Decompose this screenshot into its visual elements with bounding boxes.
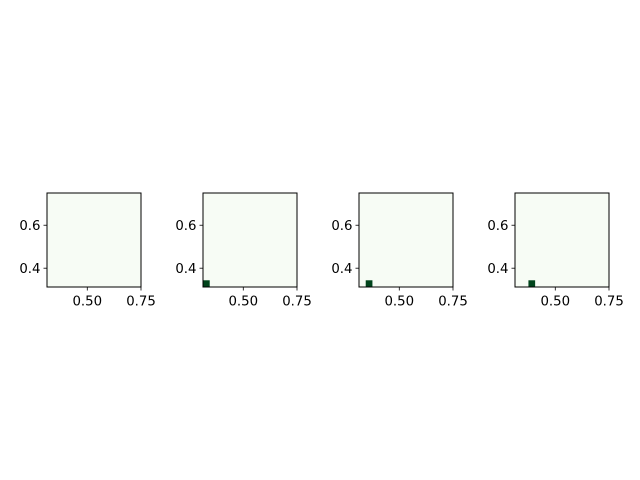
axes-frame <box>514 192 610 288</box>
y-tick-label: 0.4 <box>331 262 352 277</box>
x-tick-label: 0.75 <box>126 295 156 310</box>
heatmap-background <box>47 193 141 287</box>
x-tick-label: 0.50 <box>384 295 414 310</box>
y-tick-label: 0.4 <box>175 262 196 277</box>
heatmap-cell <box>365 280 373 287</box>
x-tick-label: 0.75 <box>438 295 468 310</box>
subplot-3: 0.50 0.75 0.4 0.6 <box>331 192 468 310</box>
x-tick-label: 0.50 <box>540 295 570 310</box>
x-tick-label: 0.75 <box>594 295 624 310</box>
heatmap-cell <box>528 280 536 287</box>
y-tick-label: 0.6 <box>175 219 196 234</box>
heatmap-background <box>359 193 453 287</box>
heatmap-background <box>515 193 609 287</box>
x-tick-label: 0.50 <box>72 295 102 310</box>
y-tick-label: 0.6 <box>331 219 352 234</box>
y-tick-label: 0.4 <box>487 262 508 277</box>
x-tick-label: 0.75 <box>282 295 312 310</box>
heatmap-cell <box>203 280 210 287</box>
y-tick-label: 0.6 <box>19 219 40 234</box>
y-tick-label: 0.6 <box>487 219 508 234</box>
y-tick-label: 0.4 <box>19 262 40 277</box>
subplot-1: 0.50 0.75 0.4 0.6 <box>19 192 156 310</box>
subplot-4: 0.50 0.75 0.4 0.6 <box>487 192 624 310</box>
heatmap-background <box>203 193 297 287</box>
axes-frame <box>358 192 454 288</box>
axes-frame <box>46 192 142 288</box>
axes-frame <box>202 192 298 288</box>
subplot-2: 0.50 0.75 0.4 0.6 <box>175 192 312 310</box>
subplot-panels: 0.50 0.750.40.60.50 0.750.40.60.50 0.750.40… <box>19 192 624 310</box>
x-tick-label: 0.50 <box>228 295 258 310</box>
